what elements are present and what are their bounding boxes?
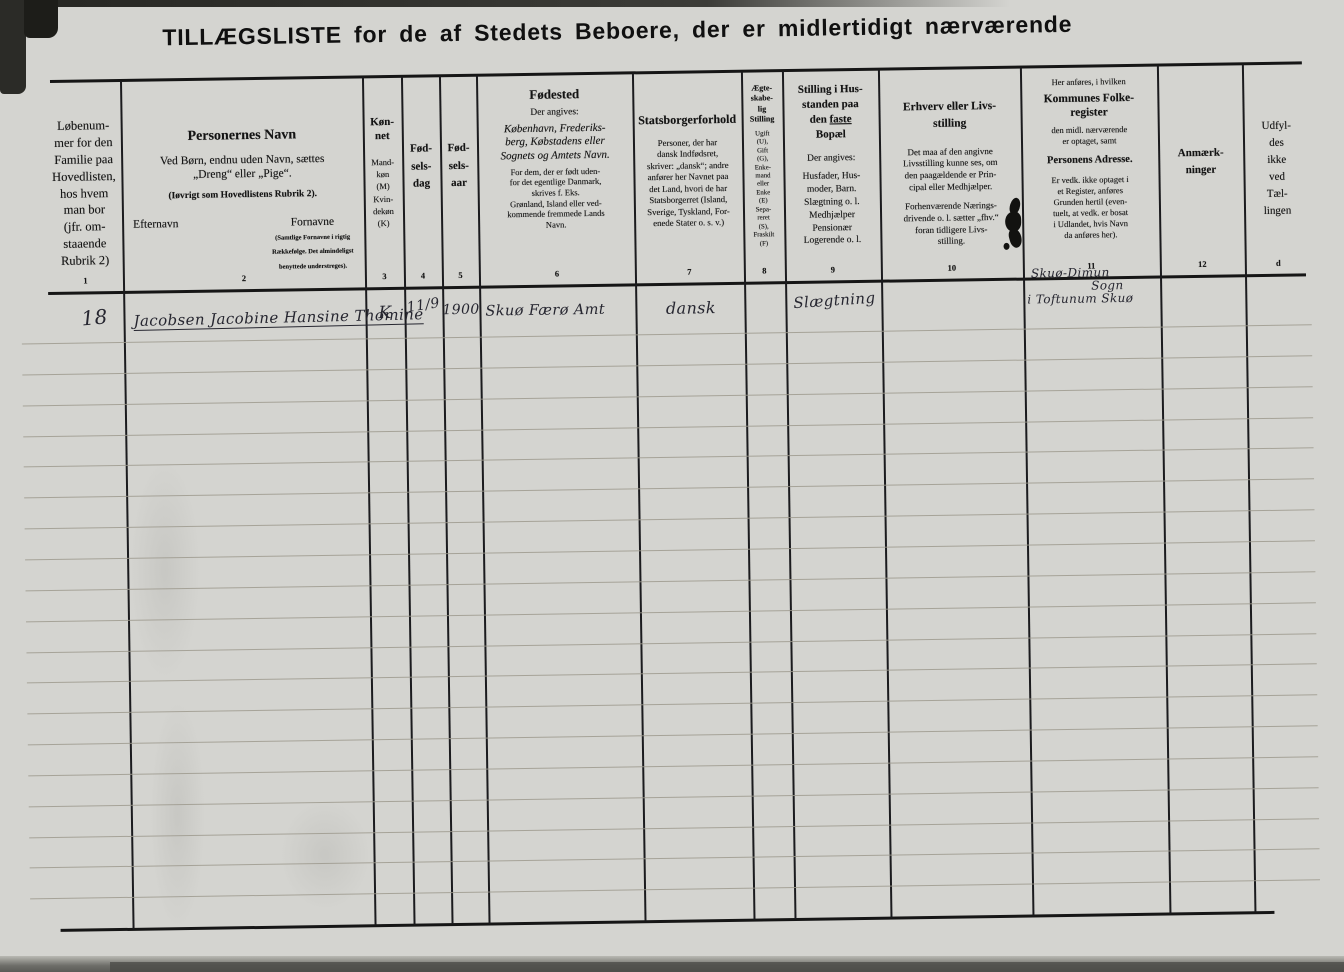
column-number: d	[1275, 258, 1281, 269]
entry-foedselsdag: 11/9	[405, 295, 441, 316]
column-header-loebenummer: Løbenum- mer for den Familie paa Hovedli…	[46, 83, 122, 290]
header-heading: Erhverv eller Livs- stilling	[902, 99, 997, 131]
header-heading: Statsborgerforhold	[638, 111, 737, 128]
entry-loebenummer: 18	[80, 304, 109, 331]
ruled-lines	[0, 0, 1343, 900]
column-header-udfyldes-ikke: Udfyl- des ikke ved Tæl- lingen d	[1243, 65, 1311, 272]
header-subtext: Der angives:	[530, 107, 579, 119]
column-header-foedselsdag: Fød- sels- dag 4	[402, 78, 441, 285]
header-heading: Personernes Navn	[187, 127, 297, 144]
entry-foedselsaar: 1900	[442, 301, 480, 319]
header-subtext: Ved Børn, endnu uden Navn, sættes „Dreng…	[159, 152, 325, 181]
entry-folkeregister-line3: i Toftunum Skuø	[1027, 290, 1134, 307]
column-header-foedested: Fødested Der angives: København, Frederi…	[477, 75, 634, 283]
header-heading: Anmærk- ninger	[1177, 146, 1224, 176]
row-rule-line	[28, 787, 1319, 808]
ink-blot	[1003, 242, 1010, 250]
column-number: 4	[420, 270, 426, 281]
scan-bottom-shadow-artifact	[110, 962, 1344, 972]
header-subtext: København, Frederiks- berg, Købstadens e…	[500, 121, 610, 162]
row-rule-line	[25, 571, 1316, 592]
header-subtext: Husfader, Hus- moder, Barn. Slægtning o.…	[802, 171, 862, 247]
header-heading: Køn- net	[370, 115, 395, 143]
page-title: TILLÆGSLISTE for de af Stedets Beboere, …	[162, 10, 1073, 51]
column-header-foedselsaar: Fød- sels- aar 5	[440, 78, 478, 284]
column-number: 6	[554, 268, 560, 279]
row-rule-line	[24, 478, 1315, 499]
row-rule-line	[30, 879, 1320, 900]
row-rule-line	[29, 848, 1320, 869]
column-number: 9	[830, 264, 836, 275]
entry-koen: K	[378, 302, 392, 324]
header-heading: Ægte- skabe- lig Stilling	[749, 83, 775, 124]
row-rule-line	[23, 416, 1314, 437]
header-subtext: Mand- køn (M) Kvin- dekøn (K)	[371, 156, 395, 229]
entry-statsborgerforhold: dansk	[665, 298, 717, 318]
scan-top-edge-artifact	[0, 0, 1010, 7]
column-number: 8	[762, 265, 767, 276]
row-rule-line	[22, 355, 1313, 376]
entry-foedested: Skuø Færø Amt	[485, 301, 606, 320]
fornavne-note: (Samtlige Fornavne i rigtig Rækkefølge. …	[272, 233, 354, 271]
column-header-koennet: Køn- net Mand- køn (M) Kvin- dekøn (K) 3	[363, 79, 403, 286]
row-rule-line	[25, 540, 1315, 561]
header-subtext: (Iøvrigt som Hovedlistens Rubrik 2).	[168, 189, 318, 202]
name-sublabels: Efternavn Fornavne (Samtlige Fornavne i …	[123, 214, 364, 275]
column-number: 5	[458, 270, 463, 281]
column-header-stilling-i-husstanden: Stilling i Hus- standen paa den faste Bo…	[783, 72, 880, 279]
row-rule-line	[24, 509, 1315, 530]
header-heading: Fødested	[529, 86, 580, 102]
header-subtext: Der angives:	[807, 153, 856, 165]
header-heading: Fød- sels- dag	[409, 142, 433, 190]
row-rule-line	[28, 756, 1319, 777]
row-rule-line	[29, 817, 1320, 838]
column-header-personernes-navn: Personernes Navn Ved Børn, endnu uden Na…	[121, 79, 364, 289]
column-header-folkeregister: Her anføres, i hvilken Kommunes Folke- r…	[1021, 68, 1159, 276]
column-header-statsborgerforhold: Statsborgerforhold Personer, der har dan…	[633, 74, 743, 282]
header-subtext: Er vedk. ikke optaget i et Register, anf…	[1051, 173, 1129, 240]
pencil-smudge	[150, 700, 205, 930]
header-subtext: Personer, der har dansk Indfødsret, skri…	[646, 137, 730, 229]
scan-corner-blob-artifact	[24, 0, 58, 38]
header-subtext: Ugift (U), Gift (G), Enke- mand eller En…	[753, 129, 775, 248]
row-rule-line	[27, 725, 1318, 746]
entry-stilling-i-husstanden: Slægtning	[792, 288, 876, 313]
row-rule-line	[22, 385, 1313, 407]
header-subtext: Det maa af den angivne Livsstilling kunn…	[902, 145, 998, 192]
scan-corner-strip-artifact	[0, 0, 26, 94]
row-rule-line	[23, 447, 1314, 468]
row-rule-line	[26, 663, 1317, 684]
column-number: 7	[687, 266, 692, 277]
header-subtext: den midl. nærværende er optaget, samt	[1051, 124, 1128, 147]
column-number: 3	[382, 271, 387, 282]
column-number: 12	[1198, 259, 1207, 270]
column-number: 1	[83, 274, 88, 286]
header-subtext: Her anføres, i hvilken	[1051, 76, 1126, 88]
fornavne-label: Fornavne (Samtlige Fornavne i rigtig Ræk…	[272, 215, 354, 271]
header-heading: Fød- sels- aar	[447, 141, 470, 190]
column-number: 10	[947, 262, 957, 274]
pencil-smudge	[280, 800, 370, 910]
header-heading: Stilling i Hus- standen paa den faste Bo…	[797, 82, 863, 141]
table-bottom-border	[60, 910, 1275, 932]
efternavn-label: Efternavn	[133, 217, 179, 231]
column-number: 2	[241, 273, 247, 284]
header-subtext: Forhenværende Nærings- drivende o. l. sæ…	[903, 200, 999, 247]
row-rule-line	[27, 694, 1318, 715]
header-heading: Kommunes Folke- register	[1043, 91, 1135, 119]
header-heading: Udfyl- des ikke ved Tæl- lingen	[1261, 119, 1292, 218]
header-heading-adresse: Personens Adresse.	[1046, 154, 1133, 167]
column-header-aegteskabelig-stilling: Ægte- skabe- lig Stilling Ugift (U), Gif…	[742, 73, 784, 280]
header-text: Løbenum- mer for den Familie paa Hovedli…	[52, 118, 116, 268]
header-subtext: For dem, der er født uden- for det egent…	[507, 165, 605, 230]
row-rule-line	[26, 632, 1317, 653]
column-header-anmaerkninger: Anmærk- ninger 12	[1158, 66, 1244, 273]
column-header-erhverv: Erhverv eller Livs- stilling Det maa af …	[879, 70, 1022, 278]
row-rule-line	[25, 601, 1316, 623]
